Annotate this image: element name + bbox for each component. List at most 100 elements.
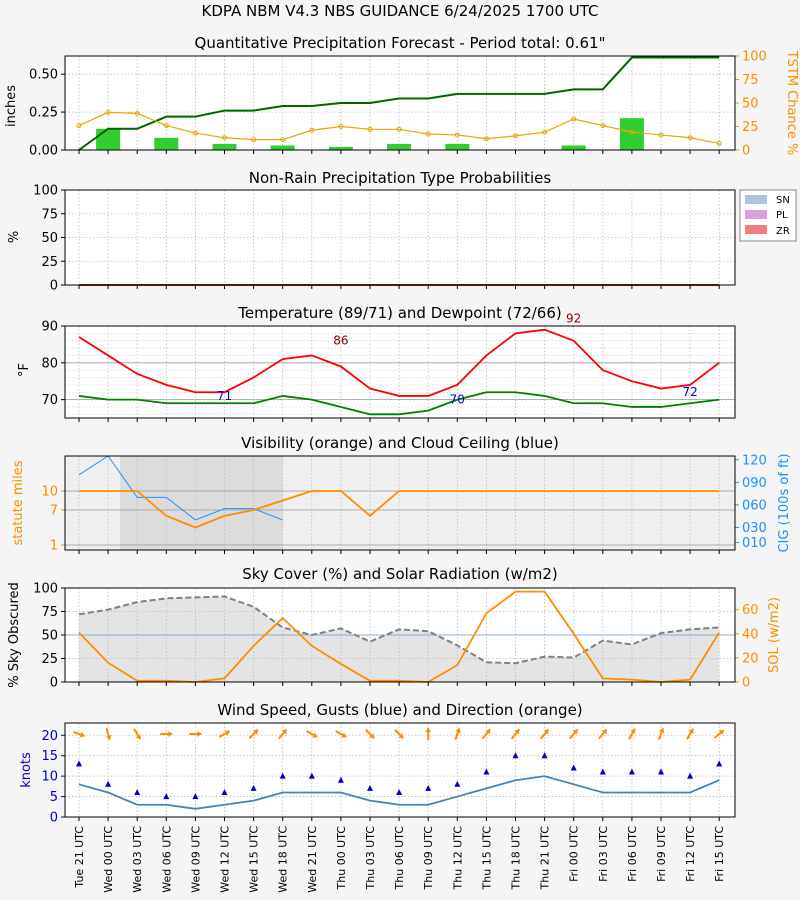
y-tick-label: 50 (41, 231, 58, 246)
arrow-head (79, 731, 85, 738)
temperature-panel: Temperature (89/71) and Dewpoint (72/66)… (17, 304, 736, 422)
y-tick-label: 40 (742, 627, 759, 642)
wind-direction-arrow (425, 728, 432, 740)
qpf-ylabel-right: TSTM Chance % (784, 50, 799, 156)
plot-border (64, 325, 736, 419)
x-tick-label: Wed 00 UTC (102, 826, 115, 893)
tstm-point (309, 127, 315, 133)
arrow-head (312, 732, 317, 738)
y-tick-label: 010 (742, 536, 767, 551)
tstm-point (192, 130, 198, 136)
wind-direction-arrow (628, 728, 636, 740)
y-tick-label: 0.25 (29, 106, 58, 121)
wind-direction-arrow (481, 728, 492, 740)
qpf-bar (212, 143, 237, 150)
arrow-head (658, 728, 665, 734)
temp-annotation: 71 (217, 389, 232, 403)
plot-border (64, 189, 736, 286)
tstm-point (76, 123, 82, 129)
qpf-bar (328, 146, 353, 150)
gust-marker (541, 752, 548, 759)
y-tick-label: 090 (742, 476, 767, 491)
arrow-head (281, 729, 287, 735)
plot-area (65, 723, 735, 817)
qpf-title: Quantitative Precipitation Forecast - Pe… (195, 34, 606, 52)
plot-border (64, 722, 736, 818)
tstm-point (571, 116, 577, 122)
gust-marker (367, 784, 373, 791)
y-tick-label: 0 (742, 676, 750, 691)
visibility-panel: Visibility (orange) and Cloud Ceiling (b… (11, 434, 792, 554)
tstm-point (425, 131, 431, 137)
wind-direction-arrow (189, 731, 202, 737)
wind-panel: Wind Speed, Gusts (blue) and Direction (… (19, 701, 736, 826)
x-tick-label: Fri 00 UTC (568, 826, 581, 882)
y-tick-label: 25 (41, 255, 58, 270)
temp-annotation: 72 (682, 385, 697, 399)
plot-border (64, 455, 736, 551)
wind-direction-arrow (278, 728, 288, 740)
arrow-head (224, 730, 230, 736)
y-tick-label: 100 (33, 184, 58, 199)
temp-annotation: 70 (450, 393, 465, 407)
tstm-point (222, 135, 227, 141)
x-tick-label: Fri 09 UTC (655, 826, 668, 882)
tstm-point (134, 110, 140, 116)
x-tick-label: Fri 12 UTC (684, 826, 697, 882)
qpf-bar (445, 143, 470, 150)
x-tick-label: Fri 06 UTC (626, 826, 639, 882)
wind-direction-arrow (105, 727, 112, 741)
gust-marker (425, 784, 432, 791)
x-tick-label: Thu 15 UTC (480, 826, 493, 891)
gust-marker (570, 764, 577, 771)
y-tick-label: 0.50 (29, 68, 58, 83)
arrow-head (425, 728, 432, 732)
y-tick-label: 50 (41, 629, 58, 644)
qpf-bar (154, 137, 179, 150)
gust-marker (396, 788, 403, 795)
legend-label-pl: PL (776, 210, 788, 221)
y-tick-label: 20 (41, 729, 58, 744)
tstm-point (396, 126, 402, 132)
y-tick-label: 20 (742, 651, 759, 666)
sky-title: Sky Cover (%) and Solar Radiation (w/m2) (242, 565, 558, 583)
y-tick-label: 70 (41, 393, 58, 408)
gust-marker (454, 780, 461, 787)
y-tick-label: 0 (50, 811, 58, 826)
x-tick-label: Thu 06 UTC (393, 826, 406, 891)
ptype-panel: Non-Rain Precipitation Type Probabilitie… (7, 169, 797, 294)
y-tick-label: 7 (50, 504, 58, 519)
ifr-shade (120, 456, 283, 550)
x-tick-label: Tue 21 UTC (73, 826, 86, 889)
x-tick-label: Wed 12 UTC (219, 826, 232, 893)
ceiling-line (78, 455, 283, 521)
y-tick-label: 10 (41, 770, 58, 785)
y-tick-label: 1 (50, 539, 58, 554)
tstm-point (513, 133, 518, 139)
wind-direction-arrow (713, 729, 725, 739)
y-tick-label: 10 (41, 485, 58, 500)
wind-direction-arrow (133, 728, 142, 740)
tstm-point (658, 132, 664, 138)
gust-marker (192, 793, 199, 800)
tstm-point (600, 123, 606, 129)
page-title: KDPA NBM V4.3 NBS GUIDANCE 6/24/2025 170… (201, 2, 598, 20)
gust-marker (483, 768, 490, 775)
arrow-head (630, 728, 636, 734)
x-tick-label: Fri 03 UTC (597, 826, 610, 882)
ptype-legend: SN PL ZR (739, 189, 797, 242)
gust-marker (163, 793, 170, 800)
tstm-point (687, 135, 693, 141)
gust-marker (599, 768, 606, 775)
plot-area (65, 190, 735, 285)
x-tick-label: Thu 03 UTC (364, 826, 377, 891)
ptype-title: Non-Rain Precipitation Type Probabilitie… (249, 169, 552, 187)
tstm-point (542, 129, 548, 135)
x-axis-labels: Tue 21 UTC Wed 00 UTC Wed 03 UTC Wed 06 UTC… (73, 826, 726, 893)
arrow-head (572, 729, 578, 735)
x-tick-label: Thu 09 UTC (422, 826, 435, 891)
y-tick-label: 25 (742, 120, 759, 135)
y-tick-label: 120 (742, 453, 767, 468)
temperature-line (78, 328, 720, 397)
x-tick-label: Thu 12 UTC (451, 826, 464, 891)
